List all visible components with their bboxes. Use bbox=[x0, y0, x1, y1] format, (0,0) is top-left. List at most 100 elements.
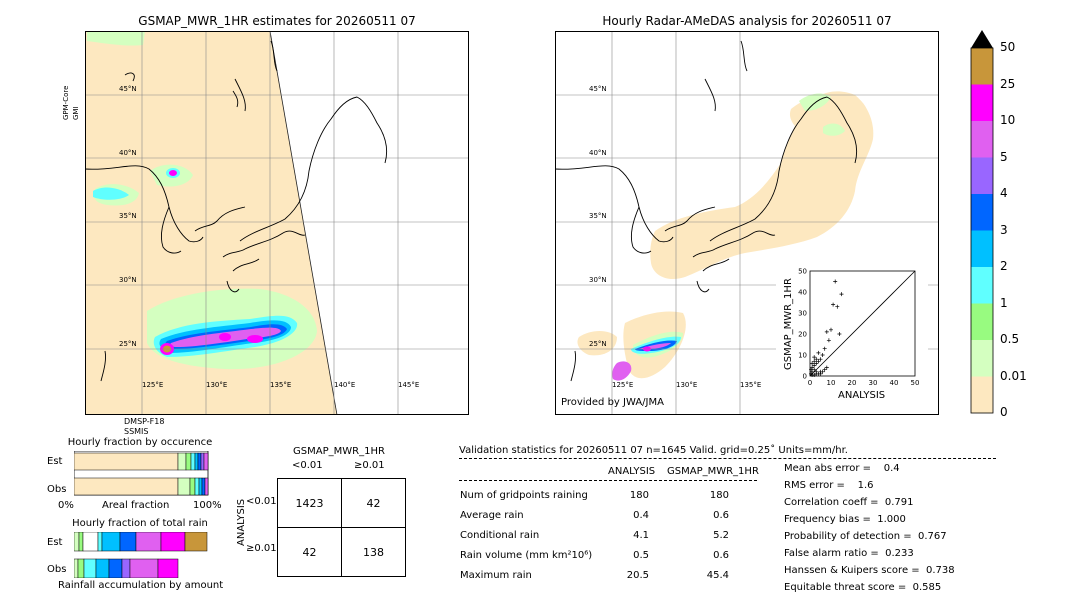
colorbar-label: 0 bbox=[1000, 405, 1008, 419]
fraction-total-title: Hourly fraction of total rain bbox=[72, 518, 208, 529]
scatter-point bbox=[824, 365, 829, 370]
score-hk: Hanssen & Kuipers score = 0.738 bbox=[784, 565, 955, 576]
colorbar-segment bbox=[971, 340, 993, 377]
fraction-total-est-bar bbox=[74, 532, 208, 552]
left-lat-30: 30°N bbox=[119, 276, 137, 284]
validation-col-gsmap: GSMAP_MWR_1HR bbox=[667, 466, 759, 477]
scatter-point bbox=[839, 292, 844, 297]
left-lat-45: 45°N bbox=[119, 85, 137, 93]
colorbar-label: 25 bbox=[1000, 76, 1016, 91]
left-coastlines bbox=[85, 40, 388, 382]
colorbar-segment bbox=[971, 84, 993, 122]
scatter-point bbox=[816, 359, 821, 364]
left-lon-140: 140°E bbox=[334, 381, 356, 389]
validation-row-label: Rain volume (mm km²10⁶) bbox=[460, 550, 593, 561]
scatter-point bbox=[822, 367, 827, 372]
contingency-col-ge: ≥0.01 bbox=[354, 460, 385, 471]
left-lat-35: 35°N bbox=[119, 212, 137, 220]
fraction-occurrence-obs-bar bbox=[74, 477, 209, 496]
scatter-point bbox=[812, 355, 817, 360]
colorbar-label: 1 bbox=[1000, 295, 1008, 310]
contingency-table: 1423 42 42 138 bbox=[277, 478, 406, 577]
right-lat-25: 25°N bbox=[589, 340, 607, 348]
validation-row-analysis: 0.4 bbox=[633, 510, 649, 521]
score-mean-abs-error: Mean abs error = 0.4 bbox=[784, 463, 900, 474]
right-lat-30: 30°N bbox=[589, 276, 607, 284]
fraction-total-obs-bar bbox=[74, 558, 179, 578]
scatter-point bbox=[810, 365, 815, 370]
left-map bbox=[85, 31, 469, 415]
colorbar-label: 0.01 bbox=[1000, 368, 1027, 383]
colorbar-label: 5 bbox=[1000, 149, 1008, 164]
scatter-point bbox=[822, 346, 827, 351]
fraction-occurrence-est-bar bbox=[74, 452, 209, 471]
left-map-bottom-label-2: SSMIS bbox=[124, 427, 149, 436]
left-map-side-label-bottom: GMI bbox=[72, 106, 80, 120]
scatter-y-tick: 0 bbox=[803, 373, 807, 381]
validation-row-gsmap: 180 bbox=[709, 490, 729, 501]
scatter-point bbox=[818, 369, 823, 374]
scatter-y-tick: 20 bbox=[798, 331, 807, 339]
score-frequency-bias: Frequency bias = 1.000 bbox=[784, 514, 906, 525]
fraction-occurrence-axis-mid: Areal fraction bbox=[102, 500, 170, 511]
contingency-title: GSMAP_MWR_1HR bbox=[293, 446, 385, 457]
right-lat-45: 45°N bbox=[589, 85, 607, 93]
colorbar-extend-arrow bbox=[971, 30, 993, 48]
validation-row-analysis: 0.5 bbox=[633, 550, 649, 561]
fraction-total-footer: Rainfall accumulation by amount bbox=[58, 580, 224, 591]
contingency-cell-lt-lt: 1423 bbox=[277, 478, 342, 528]
colorbar bbox=[970, 30, 994, 414]
contingency-col-lt: <0.01 bbox=[292, 460, 323, 471]
scatter-point bbox=[814, 361, 819, 366]
scatter-diagonal bbox=[809, 270, 916, 377]
scatter-x-tick: 20 bbox=[848, 379, 857, 387]
validation-row-gsmap: 5.2 bbox=[713, 530, 729, 541]
fraction-total-bars bbox=[74, 532, 208, 578]
colorbar-label: 4 bbox=[1000, 186, 1008, 200]
score-ets: Equitable threat score = 0.585 bbox=[784, 582, 942, 593]
validation-row-gsmap: 0.6 bbox=[713, 510, 729, 521]
colorbar-segment bbox=[971, 121, 993, 158]
scatter-plot: 00 10 10 20 20 30 30 40 40 50 50 bbox=[798, 268, 919, 388]
right-map-title: Hourly Radar-AMeDAS analysis for 2026051… bbox=[602, 14, 892, 28]
scatter-y-tick: 50 bbox=[798, 268, 807, 276]
colorbar-segment bbox=[971, 376, 993, 414]
score-rms-error: RMS error = 1.6 bbox=[784, 480, 874, 491]
right-coastlines bbox=[555, 40, 858, 382]
right-map-credit: Provided by JWA/JMA bbox=[561, 397, 664, 408]
fraction-total-row-obs: Obs bbox=[47, 564, 67, 575]
right-lon-130: 130°E bbox=[676, 381, 698, 389]
validation-row-analysis: 20.5 bbox=[626, 570, 649, 581]
colorbar-label: 2 bbox=[1000, 259, 1008, 273]
scatter-x-tick: 0 bbox=[808, 379, 812, 387]
left-lon-145: 145°E bbox=[398, 381, 420, 389]
contingency-cell-ge-lt: 42 bbox=[277, 527, 342, 577]
contingency-row-lt: <0.01 bbox=[246, 496, 277, 507]
right-lat-35: 35°N bbox=[589, 212, 607, 220]
validation-row-label: Average rain bbox=[460, 510, 524, 521]
validation-header: Validation statistics for 20260511 07 n=… bbox=[459, 445, 848, 456]
scatter-point bbox=[814, 357, 819, 362]
scatter-point bbox=[824, 329, 829, 334]
scatter-point bbox=[812, 359, 817, 364]
scatter-y-tick: 40 bbox=[798, 289, 807, 297]
scatter-point bbox=[831, 302, 836, 307]
colorbar-segment bbox=[971, 267, 993, 304]
score-pod: Probability of detection = 0.767 bbox=[784, 531, 947, 542]
validation-row-analysis: 4.1 bbox=[633, 530, 649, 541]
colorbar-segment bbox=[971, 157, 993, 195]
scatter-point bbox=[814, 371, 819, 376]
colorbar-segment bbox=[971, 303, 993, 341]
validation-col-rule bbox=[459, 480, 757, 481]
colorbar-label: 50 bbox=[1000, 40, 1016, 54]
colorbar-label: 10 bbox=[1000, 113, 1016, 127]
scatter-point bbox=[812, 363, 817, 368]
colorbar-segment bbox=[971, 194, 993, 231]
scatter-x-tick: 40 bbox=[890, 379, 899, 387]
scatter-point bbox=[833, 279, 838, 284]
validation-row-label: Maximum rain bbox=[460, 570, 532, 581]
scatter-x-tick: 10 bbox=[827, 379, 836, 387]
colorbar-label: 0.5 bbox=[1000, 332, 1020, 346]
scatter-y-tick: 30 bbox=[798, 310, 807, 318]
fraction-total-row-est: Est bbox=[47, 537, 63, 548]
